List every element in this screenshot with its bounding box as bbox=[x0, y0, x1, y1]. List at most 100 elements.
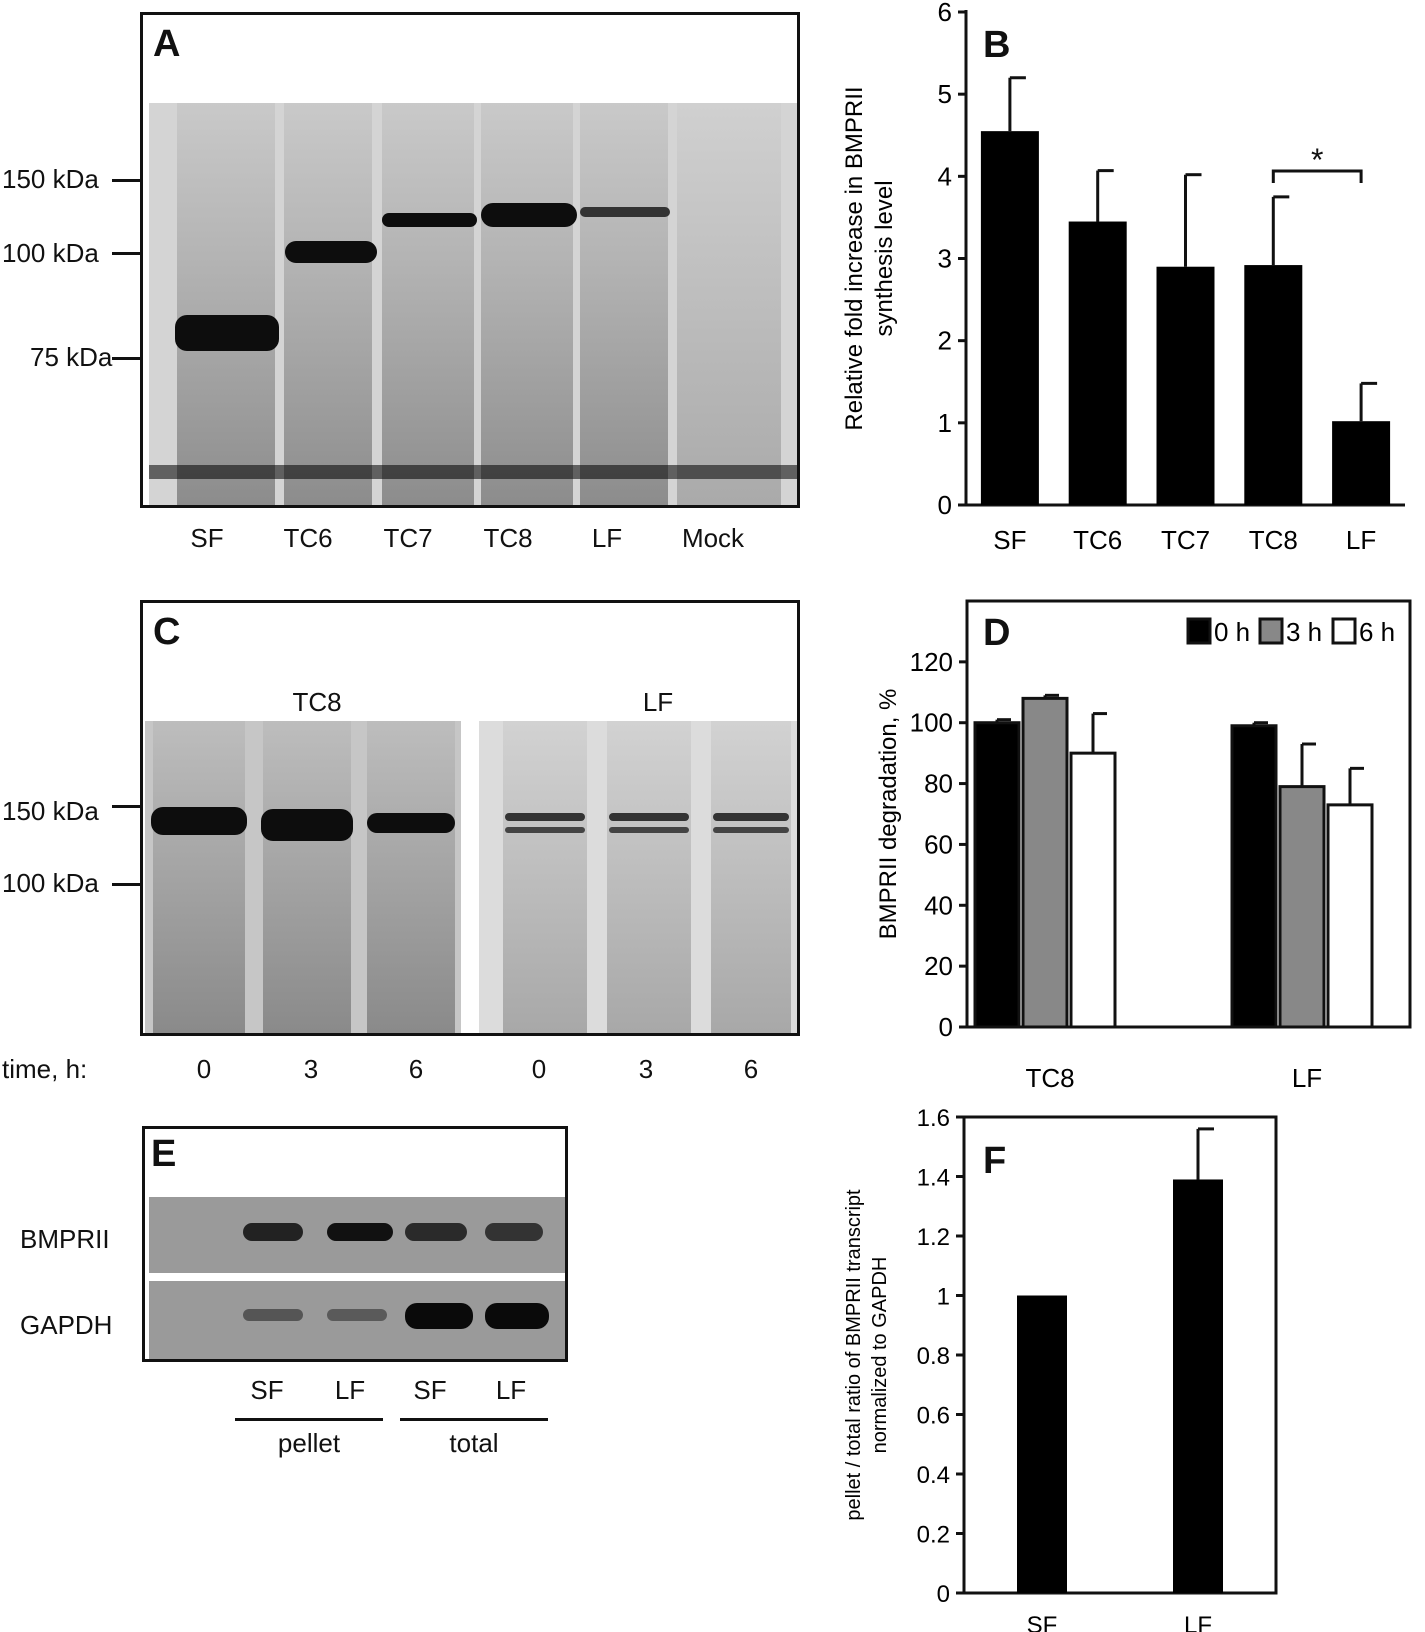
y-axis-label: synthesis level bbox=[871, 180, 898, 336]
y-tick-label: 6 bbox=[938, 0, 952, 27]
marker-c-100: 100 kDa bbox=[2, 868, 99, 898]
panel-b-letter: B bbox=[983, 24, 1011, 66]
time-3b: 3 bbox=[638, 1054, 654, 1084]
panel-a-frame: A bbox=[140, 12, 800, 508]
time-0a: 0 bbox=[196, 1054, 212, 1084]
y-axis-label: pellet / total ratio of BMPRII transcrip… bbox=[843, 1189, 865, 1521]
group-c-lf: LF bbox=[642, 687, 674, 717]
band-tc6 bbox=[285, 241, 377, 263]
y-tick-label: 3 bbox=[938, 244, 952, 274]
y-tick-label: 0.2 bbox=[917, 1522, 950, 1549]
bar bbox=[1230, 724, 1278, 1029]
band-lf bbox=[580, 207, 670, 217]
y-tick-label: 0.4 bbox=[917, 1462, 950, 1489]
lane-e-sf-total: SF bbox=[413, 1375, 447, 1405]
panel-d-letter: D bbox=[983, 612, 1011, 654]
x-tick-label: SF bbox=[993, 525, 1026, 555]
y-tick-label: 5 bbox=[938, 79, 952, 109]
lane-e-lf-pellet: LF bbox=[334, 1375, 366, 1405]
lane-a-sf: SF bbox=[190, 523, 224, 553]
legend-label: 3 h bbox=[1286, 617, 1322, 647]
time-0b: 0 bbox=[531, 1054, 547, 1084]
y-tick-label: 1.2 bbox=[917, 1224, 950, 1251]
panel-c-letter: C bbox=[153, 611, 181, 653]
time-6b: 6 bbox=[743, 1054, 759, 1084]
group-e-total: total bbox=[449, 1428, 499, 1458]
y-tick-label: 80 bbox=[924, 769, 953, 799]
time-3a: 3 bbox=[303, 1054, 319, 1084]
panel-e-gel-top bbox=[149, 1197, 565, 1273]
legend-swatch bbox=[1186, 617, 1212, 645]
y-tick-label: 0.6 bbox=[917, 1403, 950, 1430]
panel-e-gel-bottom bbox=[149, 1281, 565, 1359]
plot-frame bbox=[962, 1115, 1278, 1595]
marker-c-150: 150 kDa bbox=[2, 796, 99, 826]
legend-label: 6 h bbox=[1359, 617, 1395, 647]
y-tick-label: 2 bbox=[938, 326, 952, 356]
panel-c-frame: C TC8 LF bbox=[140, 600, 800, 1036]
panel-a-letter: A bbox=[153, 23, 181, 65]
y-axis-label: normalized to GAPDH bbox=[869, 1257, 891, 1454]
row-e-bmprii: BMPRII bbox=[20, 1224, 110, 1254]
x-tick-label: LF bbox=[1292, 1063, 1322, 1090]
bar bbox=[1068, 221, 1127, 505]
panel-e-frame: E bbox=[142, 1126, 568, 1362]
row-e-gapdh: GAPDH bbox=[20, 1310, 113, 1340]
x-tick-label: LF bbox=[1346, 525, 1376, 555]
y-tick-label: 100 bbox=[910, 708, 953, 738]
x-tick-label: TC8 bbox=[1025, 1063, 1074, 1090]
bar bbox=[1332, 421, 1391, 505]
panel-d-chart: 0 20 40 60 80 100 120 BMPRII degradation, % TC8 L… bbox=[875, 599, 1412, 1090]
bar bbox=[1017, 1295, 1067, 1593]
group-c-tc8: TC8 bbox=[292, 687, 342, 717]
y-tick-label: 60 bbox=[924, 829, 953, 859]
bar bbox=[1326, 803, 1374, 1029]
time-6a: 6 bbox=[408, 1054, 424, 1084]
bar bbox=[1278, 785, 1326, 1029]
panel-f-letter: F bbox=[983, 1140, 1007, 1182]
x-tick-label: TC8 bbox=[1249, 525, 1298, 555]
marker-a-100: 100 kDa bbox=[2, 238, 99, 268]
x-tick-label: TC7 bbox=[1161, 525, 1210, 555]
lane-a-tc8: TC8 bbox=[483, 523, 533, 553]
x-tick-label: LF bbox=[1184, 1612, 1212, 1632]
marker-a-75: 75 kDa bbox=[30, 342, 113, 372]
bar bbox=[1244, 265, 1303, 505]
bar bbox=[980, 131, 1039, 505]
y-tick-label: 20 bbox=[924, 951, 953, 981]
lane-a-tc6: TC6 bbox=[283, 523, 333, 553]
panel-c-gel-lf bbox=[479, 721, 797, 1033]
bar bbox=[1156, 266, 1215, 505]
x-tick-label: TC6 bbox=[1073, 525, 1122, 555]
y-axis-label: Relative fold increase in BMPRII bbox=[841, 86, 868, 430]
y-tick-label: 0 bbox=[937, 1581, 950, 1608]
panel-f-chart: 0 0.2 0.4 0.6 0.8 1 1.2 1.4 1.6 pellet / total ra… bbox=[843, 1105, 1278, 1632]
y-axis-label: BMPRII degradation, % bbox=[875, 689, 902, 940]
plot-frame bbox=[965, 599, 1412, 1029]
panel-b-chart: 0 1 2 3 4 5 6 Relative fold increase in BMPRII s… bbox=[841, 0, 1405, 555]
lane-a-lf: LF bbox=[591, 523, 623, 553]
lane-a-tc7: TC7 bbox=[383, 523, 433, 553]
y-tick-label: 40 bbox=[924, 890, 953, 920]
panel-e-letter: E bbox=[151, 1133, 177, 1175]
significance-bracket bbox=[1271, 169, 1363, 183]
y-tick-label: 1 bbox=[937, 1284, 950, 1311]
y-tick-label: 120 bbox=[910, 647, 953, 677]
y-tick-label: 0.8 bbox=[917, 1343, 950, 1370]
bar bbox=[1069, 751, 1117, 1029]
y-tick-label: 1 bbox=[938, 408, 952, 438]
x-tick-label: SF bbox=[1027, 1612, 1058, 1632]
time-label: time, h: bbox=[2, 1054, 88, 1084]
significance-star: * bbox=[1311, 142, 1324, 178]
panel-c-gel-tc8 bbox=[145, 721, 461, 1033]
legend-swatch bbox=[1258, 617, 1284, 645]
y-tick-label: 0 bbox=[939, 1012, 953, 1042]
lane-e-lf-total: LF bbox=[495, 1375, 527, 1405]
y-tick-label: 0 bbox=[938, 490, 952, 520]
y-tick-label: 1.6 bbox=[917, 1105, 950, 1132]
legend-swatch bbox=[1331, 617, 1357, 645]
panel-a-gel bbox=[149, 103, 797, 505]
band-tc8 bbox=[481, 203, 577, 227]
lane-a-mock: Mock bbox=[681, 523, 745, 553]
marker-a-150: 150 kDa bbox=[2, 164, 99, 194]
